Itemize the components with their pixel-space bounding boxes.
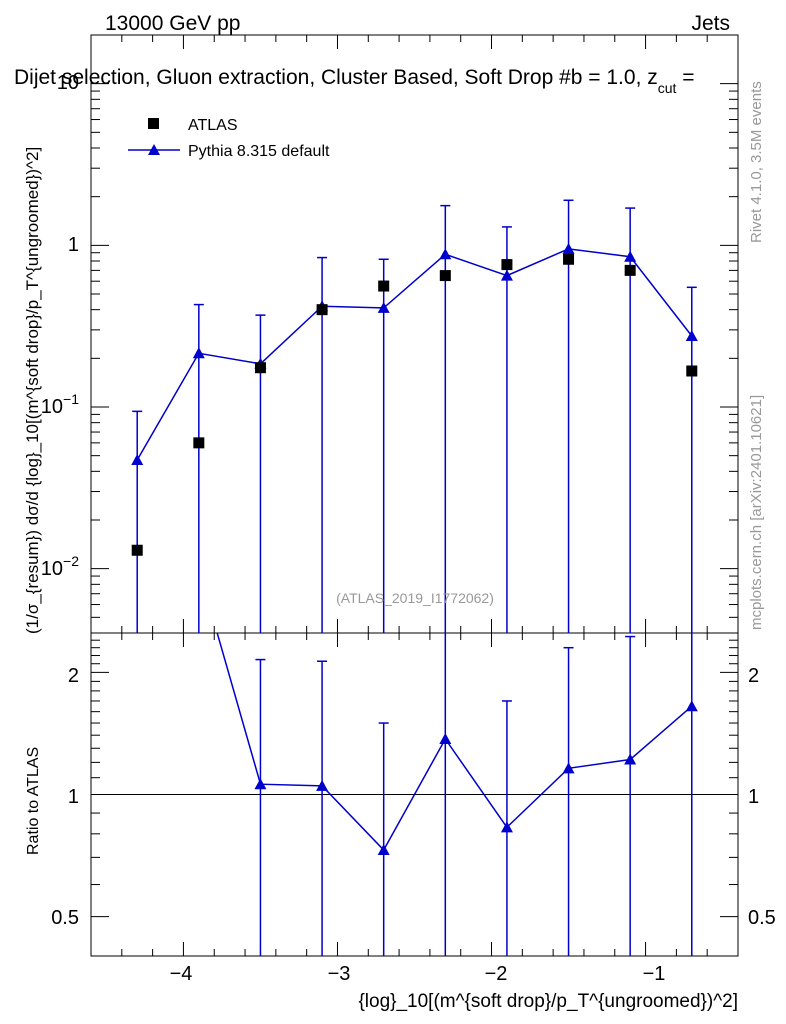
atlas-point — [131, 544, 143, 556]
legend: ATLAS Pythia 8.315 default — [128, 117, 330, 160]
main-mc-series — [131, 242, 698, 466]
main-data-series — [131, 253, 698, 556]
ratio-error-bars — [255, 633, 693, 956]
plot-title-sub: cut — [658, 80, 677, 96]
main-error-bars — [132, 199, 697, 633]
plot-title-main: Dijet selection, Gluon extraction, Clust… — [14, 66, 658, 89]
mc-point — [624, 250, 637, 262]
ratio-ytick-label-1: 1 — [68, 786, 79, 808]
atlas-point — [378, 280, 390, 292]
analysis-watermark: (ATLAS_2019_I1772062) — [336, 590, 494, 606]
plot-title-tail: = — [676, 66, 694, 89]
ytick-label-0.1: 10−1 — [41, 391, 79, 418]
mc-point — [500, 269, 513, 281]
mc-line — [136, 248, 693, 461]
ratio-ytick-label-2: 2 — [68, 665, 79, 687]
ratio-ytick-labels-right: 2 1 0.5 — [748, 665, 776, 929]
plot-title: Dijet selection, Gluon extraction, Clust… — [14, 66, 695, 96]
atlas-point — [563, 253, 575, 265]
legend-label-atlas: ATLAS — [188, 117, 238, 134]
mc-point — [192, 347, 205, 359]
y-axis-label-ratio: Ratio to ATLAS — [25, 747, 42, 855]
ratio-point — [624, 753, 637, 765]
legend-marker-atlas — [148, 118, 159, 129]
atlas-point — [193, 437, 205, 449]
mc-point — [439, 248, 452, 260]
mcplots-source-label: mcplots.cern.ch [arXiv:2401.10621] — [748, 394, 765, 630]
atlas-point — [316, 304, 328, 316]
ytick-label-0.01: 10−2 — [41, 553, 79, 580]
energy-label: 13000 GeV pp — [105, 12, 240, 35]
ratio-point — [562, 762, 575, 774]
ratio-ytick-label-right-2: 2 — [748, 665, 759, 687]
legend-label-pythia: Pythia 8.315 default — [188, 143, 330, 160]
ratio-point — [685, 700, 698, 712]
ratio-ytick-label-right-0.5: 0.5 — [748, 907, 776, 929]
ratio-ytick-labels-left: 2 1 0.5 — [51, 665, 79, 929]
ratio-point — [254, 778, 267, 790]
xtick-labels: −4 −3 −2 −1 — [170, 963, 666, 985]
atlas-point — [686, 365, 698, 377]
mc-point — [377, 301, 390, 313]
ratio-line — [216, 633, 693, 852]
ratio-ytick-label-right-1: 1 — [748, 786, 759, 808]
atlas-point — [439, 270, 451, 282]
rivet-version-label: Rivet 4.1.0, 3.5M events — [748, 81, 765, 243]
ytick-label-10: 10 — [57, 72, 79, 94]
atlas-point — [501, 259, 513, 271]
ratio-point — [500, 821, 513, 833]
ratio-point — [439, 733, 452, 745]
ratio-ytick-label-0.5: 0.5 — [51, 907, 79, 929]
category-label: Jets — [691, 12, 730, 35]
ratio-point — [377, 843, 390, 855]
atlas-point — [254, 362, 266, 374]
xtick-label-m2: −2 — [485, 963, 508, 985]
mc-point — [562, 242, 575, 254]
xtick-label-m4: −4 — [170, 963, 193, 985]
ratio-point — [316, 779, 329, 791]
axis-ticks — [90, 34, 739, 957]
main-ytick-labels: 10 1 10−1 10−2 — [41, 72, 79, 580]
y-axis-label-main: (1/σ_{resum}) dσ/d {log}_10[(m^{soft dro… — [23, 147, 42, 634]
legend-marker-pythia — [148, 144, 160, 155]
atlas-point — [624, 264, 636, 276]
mc-point — [685, 329, 698, 341]
x-axis-label: {log}_10[(m^{soft drop}/p_T^{ungroomed})… — [358, 991, 738, 1012]
xtick-label-m1: −1 — [643, 963, 666, 985]
mc-point — [131, 454, 144, 466]
ratio-mc-series — [216, 633, 698, 855]
xtick-label-m3: −3 — [328, 963, 351, 985]
ytick-label-1: 1 — [68, 234, 79, 256]
